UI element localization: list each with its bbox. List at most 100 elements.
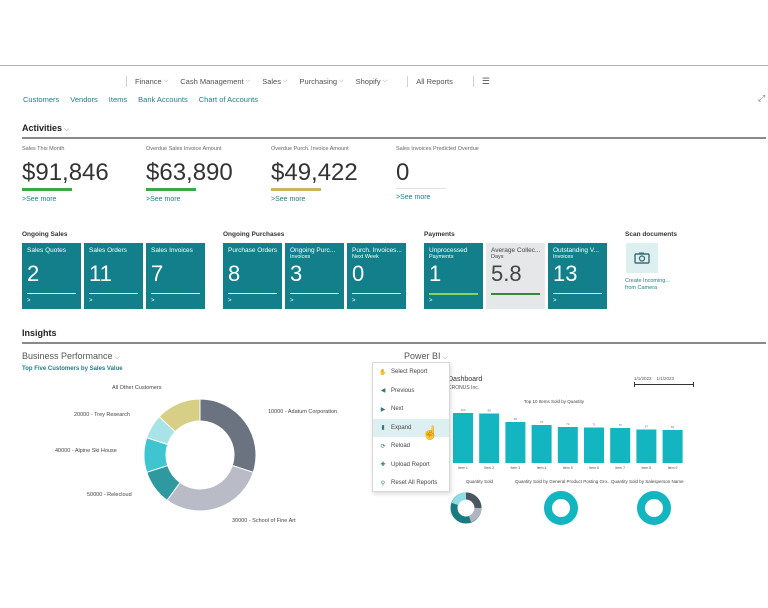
bar-value-0: 100 xyxy=(460,408,465,412)
insights-divider xyxy=(22,342,766,344)
see-more-link[interactable]: >See more xyxy=(146,196,181,203)
donut-slice-5[interactable] xyxy=(158,398,201,433)
tile-indicator-bar xyxy=(429,293,478,295)
tile-sales-quotes[interactable]: Sales Quotes 2 > xyxy=(22,243,81,309)
link-chart-of-accounts[interactable]: Chart of Accounts xyxy=(198,95,258,104)
chevron-right-icon: > xyxy=(228,298,232,304)
donut-label-other: All Other Customers xyxy=(112,385,162,391)
business-performance-dropdown[interactable]: Business Performance ⌵ xyxy=(22,351,120,361)
tile-purchase-orders[interactable]: Purchase Orders 8 > xyxy=(223,243,282,309)
menu-select-report[interactable]: ✋ Select Report xyxy=(379,369,428,376)
kpi-sales-invoices-predicted-overdue[interactable]: Sales Invoices Predicted Overdue 0 >See … xyxy=(396,146,516,201)
bar-value-8: 66 xyxy=(671,425,675,429)
see-more-link[interactable]: >See more xyxy=(22,196,57,203)
kpi-indicator-bar xyxy=(271,188,321,191)
nav-label: Cash Management xyxy=(180,76,244,86)
tile-sales-invoices[interactable]: Sales Invoices 7 > xyxy=(146,243,205,309)
bar-2[interactable] xyxy=(505,422,526,463)
quantity-sold-donut xyxy=(450,492,482,524)
chevron-down-icon: ⌵ xyxy=(382,77,388,84)
bar-8[interactable] xyxy=(662,430,683,463)
tile-value: 8 xyxy=(228,261,241,286)
link-items[interactable]: Items xyxy=(108,95,128,104)
donut-slice-1[interactable] xyxy=(166,464,254,512)
create-incoming-from-camera-link[interactable]: Create Incoming... from Camera xyxy=(625,278,670,291)
kpi-value: $63,890 xyxy=(146,159,233,186)
bar-7[interactable] xyxy=(636,429,657,464)
kpi-sales-this-month[interactable]: Sales This Month $91,846 >See more xyxy=(22,146,142,203)
bar-value-3: 76 xyxy=(540,420,544,424)
expand-chart-icon: ▮ xyxy=(381,425,385,432)
small-donuts xyxy=(450,491,671,525)
power-bi-dropdown[interactable]: Power BI ⌵ xyxy=(404,351,448,361)
tile-value: 11 xyxy=(89,261,112,286)
hamburger-icon[interactable]: ☰ xyxy=(481,75,490,86)
bar-label-7: Item 8 xyxy=(642,466,652,470)
tile-label: Sales Quotes xyxy=(27,247,67,254)
nav-label: Sales xyxy=(262,76,281,86)
bar-3[interactable] xyxy=(531,425,552,463)
kpi-value: $49,422 xyxy=(271,159,358,186)
kpi-label: Sales This Month xyxy=(22,146,65,152)
menu-expand[interactable]: ▮ Expand xyxy=(373,418,449,437)
nav-sales[interactable]: Sales ⌵ xyxy=(262,77,287,86)
kpi-overdue-purch-invoice[interactable]: Overdue Purch. Invoice Amount $49,422 >S… xyxy=(271,146,391,203)
donut-slice-0[interactable] xyxy=(199,398,257,473)
kpi-indicator-bar xyxy=(22,188,72,191)
nav-shopify[interactable]: Shopify ⌵ xyxy=(356,77,388,86)
date-range-slider[interactable] xyxy=(634,382,694,387)
tile-outstanding-vendor-invoices[interactable]: Outstanding V... Invoices 13 > xyxy=(548,243,607,309)
power-bi-report[interactable]: Dashboard CRONUS Inc. 1/1/2022 1/1/2023 … xyxy=(448,372,698,542)
link-bank-accounts[interactable]: Bank Accounts xyxy=(138,95,188,104)
previous-icon: ◀ xyxy=(380,388,386,395)
tile-ongoing-purchase-invoices[interactable]: Ongoing Purc... Invoices 3 > xyxy=(285,243,344,309)
tile-sales-orders[interactable]: Sales Orders 11 > xyxy=(84,243,143,309)
bar-1[interactable] xyxy=(479,413,500,464)
nav-cash-management[interactable]: Cash Management ⌵ xyxy=(180,77,250,86)
reload-icon: ⟳ xyxy=(380,443,386,450)
tile-divider xyxy=(89,293,138,294)
ongoing-purchases-title: Ongoing Purchases xyxy=(223,231,285,238)
link-vendors[interactable]: Vendors xyxy=(70,95,98,104)
menu-upload-report[interactable]: ✚ Upload Report xyxy=(373,456,449,475)
bar-4[interactable] xyxy=(557,427,578,463)
activities-heading[interactable]: Activities ⌵ xyxy=(22,123,70,133)
nav-separator xyxy=(407,75,409,87)
expand-icon[interactable]: ⤢ xyxy=(758,93,766,103)
tile-label: Sales Invoices xyxy=(151,247,193,254)
nav-finance[interactable]: Finance ⌵ xyxy=(135,77,168,86)
menu-reload[interactable]: ⟳ Reload xyxy=(373,437,449,456)
tile-unprocessed-payments[interactable]: Unprocessed Payments 1 > xyxy=(424,243,483,309)
bar-6[interactable] xyxy=(610,428,631,463)
tile-divider xyxy=(151,293,200,294)
kpi-overdue-sales-invoice[interactable]: Overdue Sales Invoice Amount $63,890 >Se… xyxy=(146,146,266,203)
chevron-right-icon: > xyxy=(429,298,433,304)
menu-previous[interactable]: ◀ Previous xyxy=(373,382,449,401)
link-customers[interactable]: Customers xyxy=(23,95,60,104)
tile-purch-invoices-next-week[interactable]: Purch. Invoices... Next Week 0 > xyxy=(347,243,406,309)
see-more-link[interactable]: >See more xyxy=(396,194,431,201)
kpi-value: $91,846 xyxy=(22,159,109,186)
general-product-donut xyxy=(544,491,578,525)
bar-5[interactable] xyxy=(584,427,604,464)
power-bi-menu: ✋ Select Report ◀ Previous ▶ Next ▮ Expand ⟳… xyxy=(372,362,450,492)
menu-next[interactable]: ▶ Next xyxy=(373,400,449,419)
hand-cursor-icon: ☝ xyxy=(422,425,439,440)
tile-label: Outstanding V... Invoices xyxy=(553,247,600,260)
menu-reset-all-reports[interactable]: ⚲ Reset All Reports xyxy=(373,474,449,493)
nav-purchasing[interactable]: Purchasing ⌵ xyxy=(300,77,344,86)
kpi-value: 0 xyxy=(396,159,410,186)
bar-label-3: Item 4 xyxy=(537,466,547,470)
tile-value: 13 xyxy=(553,261,578,286)
tile-average-collection-days[interactable]: Average Collec... Days 5.8 xyxy=(486,243,545,309)
nav-separator xyxy=(472,75,474,87)
nav-separator xyxy=(126,75,127,87)
bar-0[interactable] xyxy=(453,413,473,463)
see-more-link[interactable]: >See more xyxy=(271,196,306,203)
chevron-right-icon: > xyxy=(89,298,93,304)
small-chart-title: Quantity Sold by Salesperson Name xyxy=(611,479,684,484)
tile-value: 3 xyxy=(290,261,303,286)
nav-all-reports[interactable]: All Reports xyxy=(416,76,453,86)
scan-camera-button[interactable] xyxy=(626,243,658,273)
bar-label-5: Item 6 xyxy=(589,466,599,470)
